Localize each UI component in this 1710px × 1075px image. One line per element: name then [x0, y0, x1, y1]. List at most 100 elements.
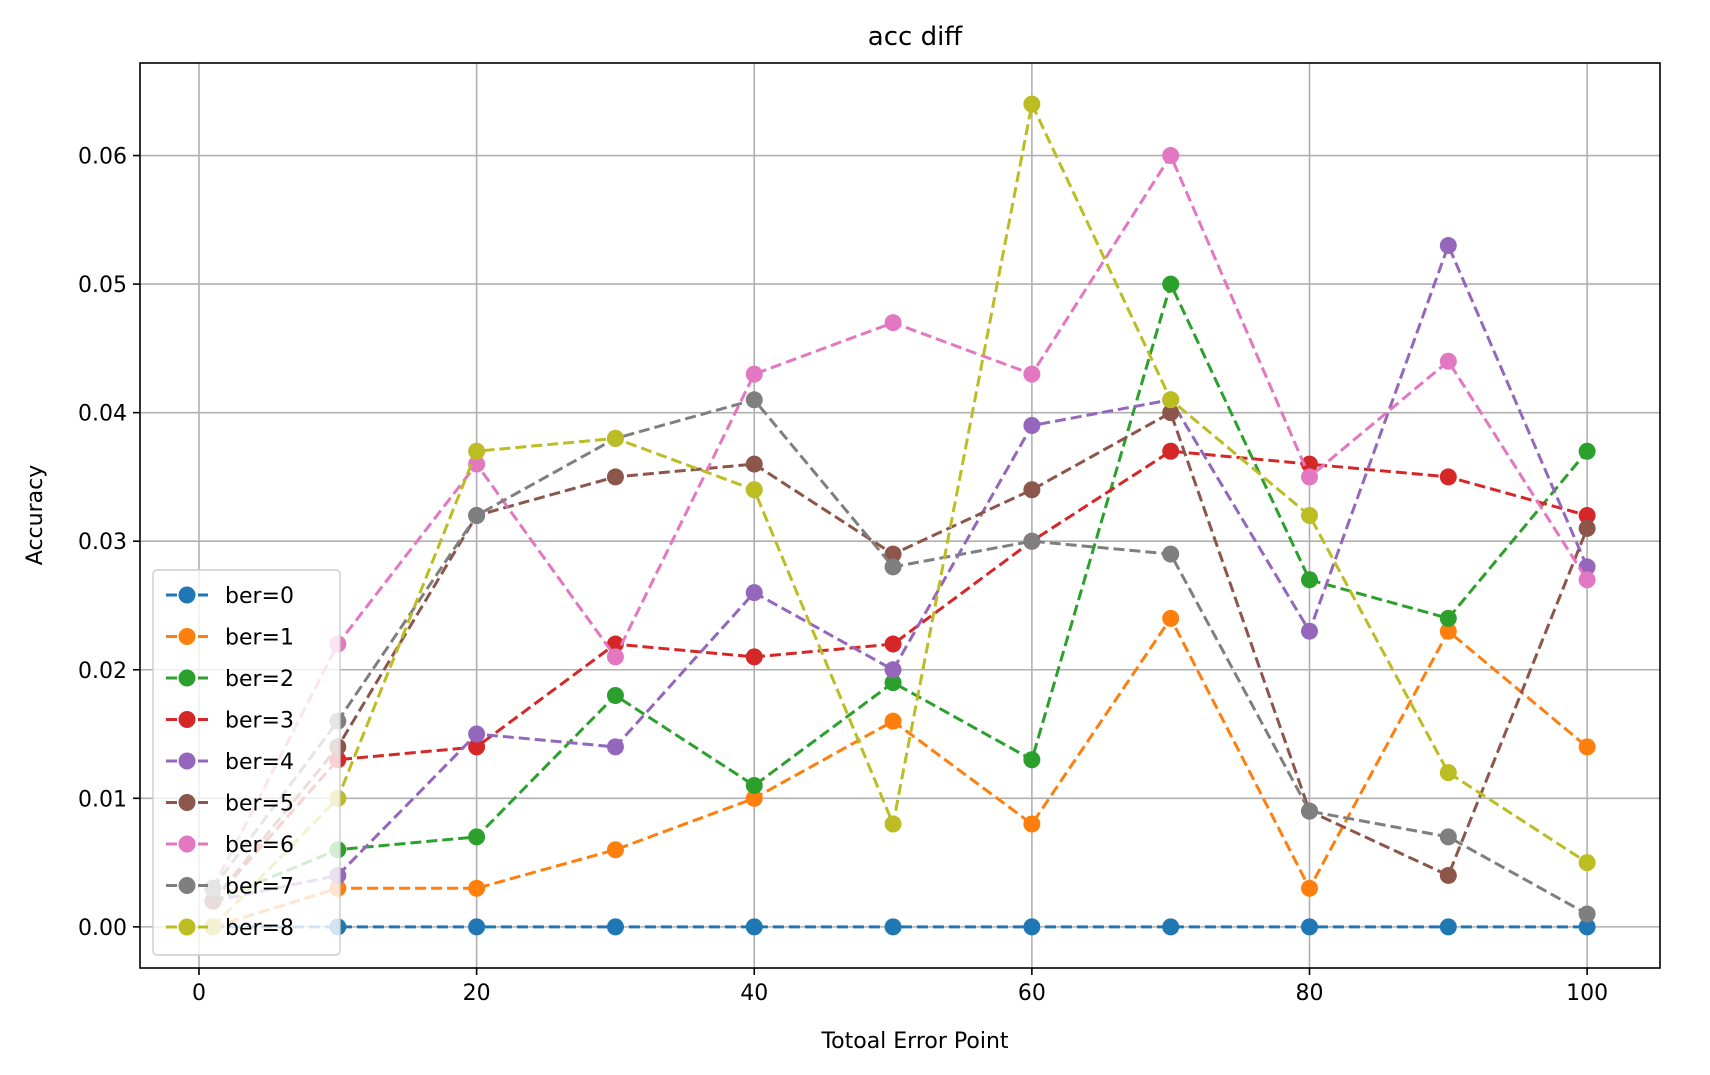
data-point	[468, 918, 486, 936]
data-point	[1439, 866, 1457, 884]
data-point	[1578, 442, 1596, 460]
data-point	[1578, 571, 1596, 589]
data-point	[884, 918, 902, 936]
legend-item: ber=3	[166, 709, 294, 734]
data-point	[468, 725, 486, 743]
legend-items: ber=0 ber=1 ber=2 ber=3 ber=4 ber=5 ber=6 ber=7…	[166, 584, 294, 941]
data-point	[884, 712, 902, 730]
legend-label: ber=8	[225, 916, 294, 941]
legend-marker	[178, 628, 196, 645]
plot-area: 0 20 40 60 80 100 0.000.010.020.030.040.050.0…	[78, 62, 1661, 1006]
data-point	[1578, 918, 1596, 936]
series-line	[212, 241, 1589, 903]
data-point	[1300, 507, 1318, 524]
data-point	[1578, 905, 1596, 923]
data-point	[606, 686, 624, 704]
data-point	[468, 828, 486, 846]
data-point	[1439, 468, 1457, 486]
data-point	[1023, 481, 1041, 499]
data-point	[1300, 802, 1318, 820]
data-point	[1300, 879, 1318, 897]
data-point	[1162, 545, 1180, 563]
data-point	[606, 918, 624, 936]
data-point	[1162, 918, 1180, 936]
data-point	[1162, 609, 1180, 627]
data-point	[745, 365, 763, 383]
data-point	[1300, 622, 1318, 640]
data-point	[468, 738, 486, 756]
legend-item: ber=1	[166, 626, 294, 651]
data-point	[1023, 918, 1041, 936]
legend-marker	[178, 669, 196, 687]
legend-item: ber=5	[166, 792, 294, 817]
data-point	[1439, 764, 1457, 782]
data-point	[1439, 828, 1457, 846]
data-point	[606, 468, 624, 486]
y-axis-ticks: 0.00 0.01 0.02 0.03 0.04 0.05 0.06	[78, 145, 140, 941]
data-point	[745, 789, 763, 807]
legend-item: ber=2	[166, 667, 294, 692]
data-point	[1439, 609, 1457, 627]
y-tick-label: 0.03	[78, 530, 127, 555]
data-point	[884, 635, 902, 653]
y-tick-label: 0.02	[78, 659, 127, 684]
legend-marker	[178, 918, 196, 936]
data-point	[884, 314, 902, 332]
x-tick-label: 80	[1295, 981, 1323, 1006]
legend: ber=0 ber=1 ber=2 ber=3 ber=4 ber=5 ber=6 ber=7…	[152, 569, 341, 956]
data-point	[1578, 854, 1596, 872]
y-tick-label: 0.05	[78, 273, 127, 298]
legend-box	[152, 569, 341, 956]
x-axis-ticks: 0 20 40 60 80 100	[192, 968, 1608, 1006]
data-point	[1023, 815, 1041, 833]
series-layer	[204, 95, 1596, 936]
legend-item: ber=4	[166, 750, 294, 775]
data-point	[606, 429, 624, 447]
axes-frame	[139, 62, 1661, 969]
data-point	[1162, 404, 1180, 422]
data-point	[1439, 352, 1457, 370]
data-point	[1439, 918, 1457, 936]
legend-marker	[178, 835, 196, 853]
data-point	[468, 879, 486, 897]
data-point	[1023, 417, 1041, 435]
legend-label: ber=0	[225, 584, 294, 609]
data-point	[745, 648, 763, 666]
legend-label: ber=2	[225, 667, 294, 692]
legend-label: ber=1	[225, 626, 294, 651]
x-tick-label: 100	[1566, 981, 1608, 1006]
data-point	[1162, 275, 1180, 293]
data-point	[1023, 365, 1041, 383]
data-point	[745, 391, 763, 409]
legend-marker	[178, 586, 196, 604]
data-point	[1023, 95, 1041, 113]
data-point	[1162, 391, 1180, 409]
data-point	[745, 481, 763, 499]
data-point	[606, 738, 624, 756]
data-point	[468, 507, 486, 524]
data-point	[745, 455, 763, 473]
data-point	[468, 455, 486, 473]
data-point	[884, 545, 902, 563]
data-point	[1162, 147, 1180, 165]
legend-marker	[178, 877, 196, 894]
legend-label: ber=3	[225, 709, 294, 734]
chart-title: acc diff	[868, 22, 964, 52]
series-group	[204, 404, 1596, 910]
y-tick-label: 0.04	[78, 402, 127, 427]
series-line	[211, 449, 1588, 903]
x-tick-label: 40	[740, 981, 768, 1006]
legend-item: ber=7	[166, 875, 294, 900]
data-point	[1439, 237, 1457, 255]
x-tick-label: 20	[463, 981, 491, 1006]
data-point	[1300, 918, 1318, 936]
legend-label: ber=5	[225, 792, 294, 817]
x-tick-label: 0	[192, 981, 206, 1006]
data-point	[1578, 738, 1596, 756]
data-point	[1300, 468, 1318, 486]
data-point	[884, 815, 902, 833]
data-point	[1439, 622, 1457, 640]
data-point	[1578, 507, 1596, 524]
data-point	[606, 635, 624, 653]
